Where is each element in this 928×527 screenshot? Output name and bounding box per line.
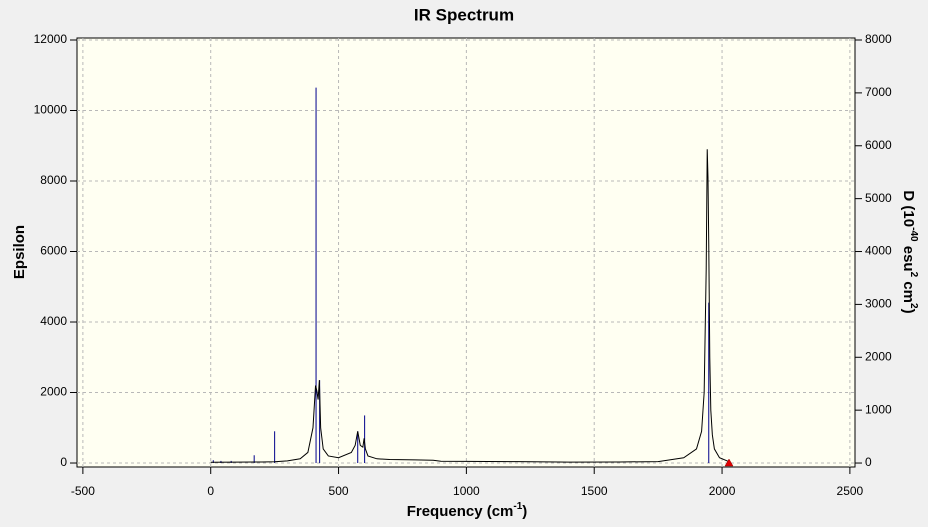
y-tick-label: 12000: [34, 32, 68, 46]
y-tick-label: 10000: [34, 103, 68, 117]
x-tick-label: 1500: [581, 484, 608, 498]
x-tick-label: 2500: [837, 484, 864, 498]
x-tick-label: 500: [329, 484, 349, 498]
spectrum-line: [210, 149, 730, 463]
y2-tick-label: 1000: [865, 402, 892, 416]
x-label-part: Frequency (cm: [407, 503, 514, 520]
y2-tick-label: 6000: [865, 138, 892, 152]
y-tick-label: 4000: [40, 314, 67, 328]
plot-area: [76, 37, 856, 468]
y2-tick-label: 0: [865, 455, 872, 469]
x-tick-label: 2000: [709, 484, 736, 498]
y2-label-part: D (10: [900, 190, 917, 227]
frequency-marker[interactable]: [724, 458, 734, 467]
x-tick-label: 1000: [453, 484, 480, 498]
y2-tick-label: 8000: [865, 32, 892, 46]
y2-tick-label: 7000: [865, 85, 892, 99]
plot-marks: [77, 38, 855, 467]
y2-tick-label: 4000: [865, 244, 892, 258]
x-tick-label: 0: [207, 484, 214, 498]
y-tick-label: 6000: [40, 244, 67, 258]
y-tick-label: 8000: [40, 173, 67, 187]
chart-title: IR Spectrum: [414, 5, 514, 24]
y2-label-sup: 2: [908, 272, 919, 278]
x-label-sup: -1: [513, 501, 522, 512]
y2-tick-label: 2000: [865, 349, 892, 363]
x-tick-label: -500: [71, 484, 95, 498]
y2-tick-label: 3000: [865, 297, 892, 311]
y-tick-label: 0: [60, 455, 67, 469]
y2-axis-label: D (10-40 esu2 cm2): [900, 190, 919, 313]
x-label-part: ): [522, 503, 527, 520]
y2-label-sup: 2: [908, 303, 919, 309]
y2-label-part: esu: [900, 242, 917, 272]
y-tick-label: 2000: [40, 385, 67, 399]
y2-tick-label: 5000: [865, 191, 892, 205]
y2-label-part: ): [900, 309, 917, 314]
x-axis-label: Frequency (cm-1): [407, 501, 528, 520]
y2-label-sup: -40: [908, 227, 919, 242]
y-axis-label: Epsilon: [11, 225, 28, 279]
y2-label-part: cm: [900, 277, 917, 303]
